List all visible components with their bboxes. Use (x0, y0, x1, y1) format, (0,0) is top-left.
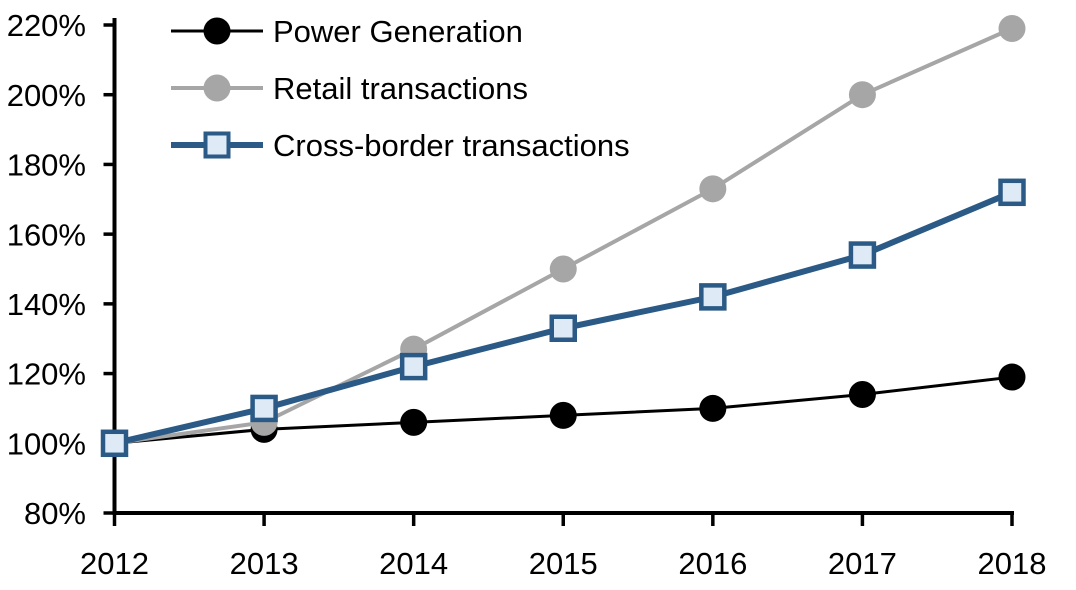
marker-retail-transactions (549, 255, 577, 283)
marker-cross-border-transactions (699, 283, 727, 311)
y-tick-label: 160% (7, 217, 86, 252)
legend-label: Retail transactions (273, 70, 529, 106)
cross-border-transactions-series-sample-icon (171, 130, 263, 160)
legend-item-retail-transactions: Retail transactions (171, 69, 630, 107)
y-tick-label: 140% (7, 287, 86, 322)
marker-power-generation (400, 408, 428, 436)
legend: Power Generation Retail transactions Cross… (171, 12, 630, 183)
y-tick-label: 100% (7, 426, 86, 461)
x-tick-label: 2014 (379, 546, 448, 581)
power-generation-series-sample-icon (171, 16, 263, 46)
marker-cross-border-transactions (848, 241, 877, 269)
legend-label: Cross-border transactions (273, 127, 630, 163)
x-tick-label: 2017 (828, 546, 897, 581)
marker-retail-transactions (998, 14, 1026, 42)
marker-retail-transactions (699, 175, 727, 203)
marker-power-generation (848, 380, 876, 408)
x-tick-label: 2013 (230, 546, 299, 581)
y-tick-label: 220% (7, 8, 86, 43)
y-tick-label: 180% (7, 148, 86, 183)
marker-power-generation (549, 401, 577, 429)
y-tick-label: 80% (24, 496, 86, 531)
y-tick-label: 120% (7, 357, 86, 392)
x-tick-label: 2012 (80, 546, 149, 581)
legend-circle-marker-icon (203, 74, 231, 102)
y-tick-label: 200% (7, 78, 86, 113)
legend-label: Power Generation (273, 13, 523, 49)
legend-item-cross-border-transactions: Cross-border transactions (171, 126, 630, 164)
legend-item-power-generation: Power Generation (171, 12, 630, 50)
marker-power-generation (699, 394, 727, 422)
legend-square-marker-icon (203, 131, 231, 159)
x-tick-label: 2015 (529, 546, 598, 581)
marker-cross-border-transactions (250, 394, 278, 423)
retail-transactions-series-sample-icon (171, 73, 263, 103)
legend-circle-marker-icon (203, 17, 231, 45)
marker-retail-transactions (848, 81, 876, 109)
marker-cross-border-transactions (399, 352, 428, 381)
marker-cross-border-transactions (549, 314, 577, 343)
x-tick-label: 2016 (678, 546, 747, 581)
marker-cross-border-transactions (100, 429, 129, 458)
marker-cross-border-transactions (998, 178, 1026, 207)
x-tick-label: 2018 (978, 546, 1047, 581)
marker-power-generation (998, 363, 1026, 391)
